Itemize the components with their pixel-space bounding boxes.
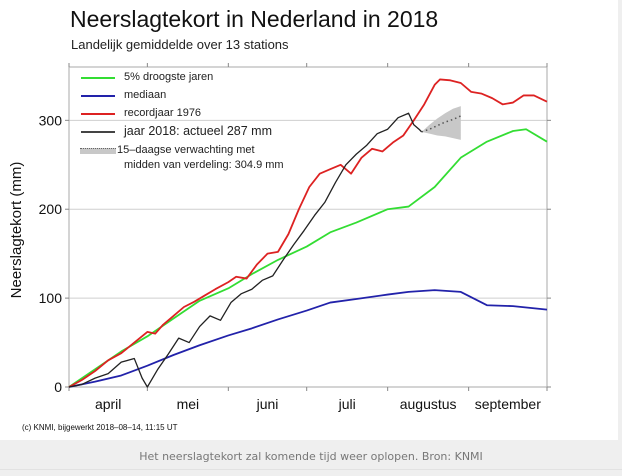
legend-swatch-mediaan <box>81 95 115 97</box>
legend-swatch-jaar2018 <box>81 131 115 133</box>
chart-figure: Neerslagtekort in Nederland in 2018 Land… <box>0 0 618 440</box>
y-tick-label: 300 <box>39 112 63 128</box>
x-tick-label: juli <box>338 396 356 412</box>
legend-swatch-record <box>81 113 115 115</box>
y-tick-label: 200 <box>39 201 63 217</box>
plot-frame <box>68 66 548 388</box>
legend-label: jaar 2018: actueel 287 mm <box>124 124 273 138</box>
legend-label: midden van verdeling: 304.9 mm <box>124 159 284 171</box>
x-tick-label: mei <box>177 396 200 412</box>
series-line-jaar2018 <box>68 112 423 388</box>
legend-swatch-forecast <box>80 148 116 154</box>
chart-subtitle: Landelijk gemiddelde over 13 stations <box>71 37 289 52</box>
chart-title: Neerslagtekort in Nederland in 2018 <box>70 6 439 32</box>
divider <box>0 469 622 470</box>
legend-label: 5% droogste jaren <box>124 71 214 83</box>
legend-label: 15–daagse verwachting met <box>117 144 255 156</box>
x-tick-label: april <box>95 396 121 412</box>
x-tick-label: augustus <box>400 396 457 412</box>
y-tick-label: 0 <box>54 379 62 395</box>
series-line-mediaan <box>68 289 548 388</box>
x-tick-label: juni <box>256 396 279 412</box>
credit-text: (c) KNMI, bijgewerkt 2018–08–14, 11:15 U… <box>22 423 178 432</box>
forecast-band <box>421 106 461 140</box>
image-caption: Het neerslagtekort zal komende tijd weer… <box>139 450 483 463</box>
legend-label: recordjaar 1976 <box>124 107 202 119</box>
legend-label: mediaan <box>124 89 167 101</box>
y-tick-label: 100 <box>39 290 63 306</box>
legend-swatch-droogste <box>81 77 115 79</box>
x-tick-label: september <box>475 396 541 412</box>
chart-svg: 0 100 200 300 april mei juni juli augustus septem… <box>39 63 551 412</box>
series-line-record <box>68 78 548 388</box>
